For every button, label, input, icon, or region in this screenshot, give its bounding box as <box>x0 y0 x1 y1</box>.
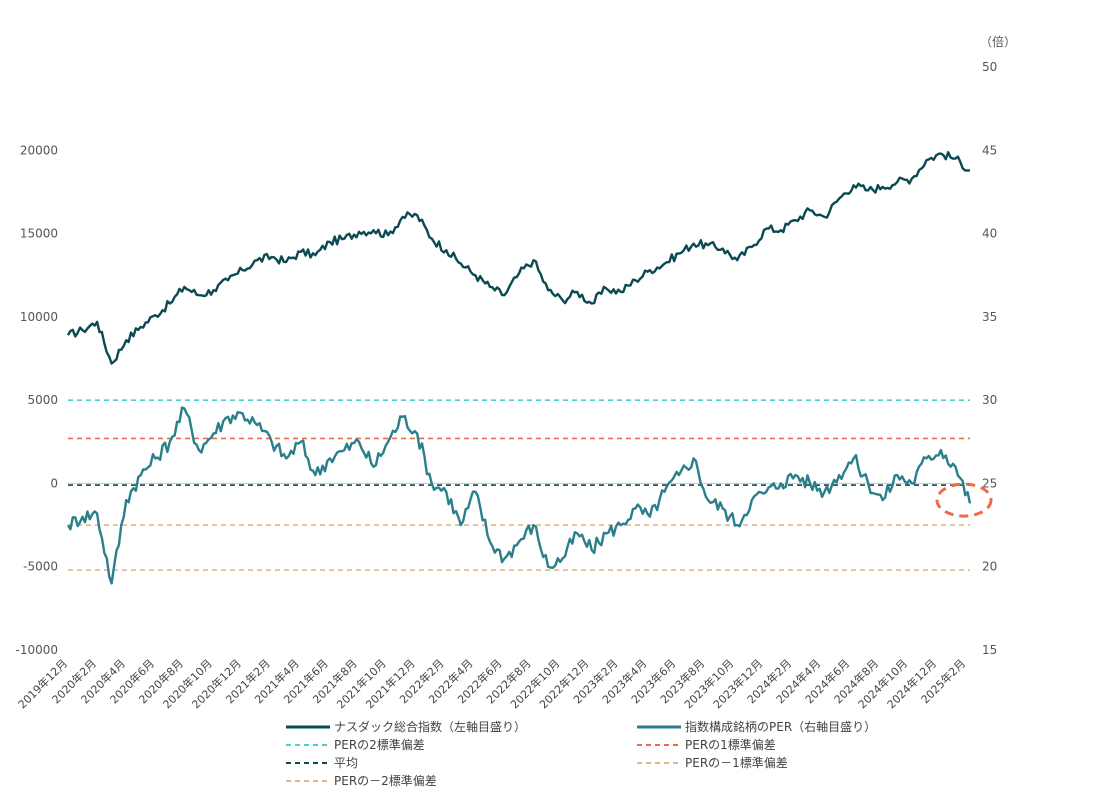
reference-lines <box>68 399 970 571</box>
right-tick-label: 25 <box>982 476 997 490</box>
series-line-1 <box>66 406 972 585</box>
left-tick-label: 0 <box>50 476 58 490</box>
left-tick-label: -5000 <box>23 560 58 574</box>
legend: ナスダック総合指数（左軸目盛り） 指数構成銘柄のPER（右軸目盛り） PERの2標準… <box>286 719 876 788</box>
legend-label: 指数構成銘柄のPER（右軸目盛り） <box>685 719 876 734</box>
right-tick-label: 30 <box>982 393 997 407</box>
legend-label: 平均 <box>334 756 358 770</box>
series-line-0 <box>66 151 971 365</box>
left-tick-label: 15000 <box>20 227 58 241</box>
highlight-ellipse <box>935 482 993 518</box>
left-tick-label: 10000 <box>20 310 58 324</box>
left-tick-label: 20000 <box>20 143 58 157</box>
right-tick-label: 15 <box>982 643 997 657</box>
left-tick-label: 5000 <box>27 393 58 407</box>
right-axis-unit: （倍） <box>980 34 1016 49</box>
left-tick-label: -10000 <box>15 643 58 657</box>
left-axis: -10000 -5000 0 5000 10000 15000 20000 <box>15 143 58 657</box>
right-axis: 15 20 25 30 35 40 45 50 （倍） <box>980 34 1016 657</box>
right-tick-label: 45 <box>982 143 997 157</box>
right-tick-label: 35 <box>982 310 997 324</box>
x-axis: 2019年12月2020年2月2020年4月2020年6月2020年8月2020… <box>15 656 968 711</box>
legend-label: PERの－2標準偏差 <box>334 773 437 788</box>
highlight-ellipse-shape <box>935 482 993 518</box>
series-lines <box>66 151 972 585</box>
right-tick-label: 40 <box>982 227 997 241</box>
legend-label: PERの－1標準偏差 <box>685 755 788 770</box>
legend-label: PERの1標準偏差 <box>685 737 776 752</box>
right-tick-label: 20 <box>982 560 997 574</box>
legend-label: ナスダック総合指数（左軸目盛り） <box>334 719 526 734</box>
right-tick-label: 50 <box>982 60 997 74</box>
legend-label: PERの2標準偏差 <box>334 737 425 752</box>
